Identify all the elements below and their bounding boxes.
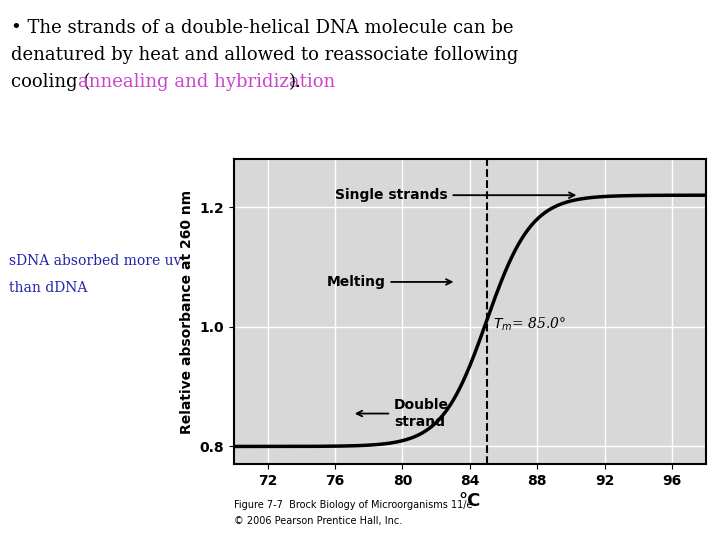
Text: $T_m$= 85.0°: $T_m$= 85.0° <box>493 315 566 333</box>
Text: cooling (: cooling ( <box>11 73 90 91</box>
Text: Figure 7-7  Brock Biology of Microorganisms 11/e: Figure 7-7 Brock Biology of Microorganis… <box>234 500 472 510</box>
Text: Melting: Melting <box>327 275 451 289</box>
X-axis label: °C: °C <box>459 492 481 510</box>
Text: ).: ). <box>289 73 302 91</box>
Text: denatured by heat and allowed to reassociate following: denatured by heat and allowed to reassoc… <box>11 46 518 64</box>
Text: Double
strand: Double strand <box>356 399 449 429</box>
Text: Single strands: Single strands <box>335 188 575 202</box>
Text: • The strands of a double-helical DNA molecule can be: • The strands of a double-helical DNA mo… <box>11 19 513 37</box>
Text: annealing and hybridization: annealing and hybridization <box>78 73 336 91</box>
Text: © 2006 Pearson Prentice Hall, Inc.: © 2006 Pearson Prentice Hall, Inc. <box>234 516 402 526</box>
Text: sDNA absorbed more uv: sDNA absorbed more uv <box>9 254 181 268</box>
Y-axis label: Relative absorbance at 260 nm: Relative absorbance at 260 nm <box>180 190 194 434</box>
Text: than dDNA: than dDNA <box>9 281 87 295</box>
